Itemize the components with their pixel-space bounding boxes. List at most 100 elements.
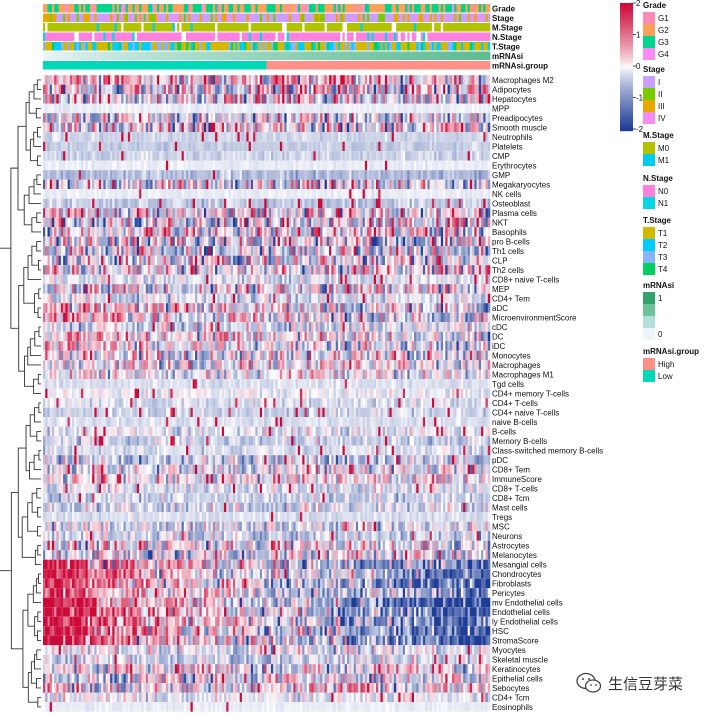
heatmap-cell [438, 227, 442, 237]
heatmap-cell [262, 113, 265, 123]
annotation-cell [83, 51, 86, 60]
heatmap-cell [101, 236, 104, 247]
annotation-cell [103, 42, 106, 51]
heatmap-cell [150, 151, 153, 161]
heatmap-cell [376, 113, 379, 123]
heatmap-cell [255, 170, 258, 180]
heatmap-cell [156, 75, 160, 85]
heatmap-cell [396, 170, 399, 180]
heatmap-cell [326, 94, 330, 104]
annotation-cell [134, 4, 138, 13]
heatmap-cell [438, 160, 442, 171]
annotation-cell [487, 51, 491, 60]
heatmap-cell [136, 122, 140, 133]
heatmap-cell [371, 170, 375, 180]
annotation-cell [422, 42, 426, 51]
heatmap-cell [342, 179, 346, 190]
annotation-cell [487, 32, 491, 41]
heatmap-cell [143, 198, 147, 209]
annotation-cell [315, 13, 319, 22]
annotation-cell [208, 4, 211, 13]
heatmap-cell [425, 132, 428, 142]
heatmap-cell [373, 160, 377, 171]
heatmap-cell [112, 198, 115, 209]
heatmap-cell [208, 198, 211, 209]
heatmap-cell [92, 179, 95, 190]
annotation-cell [358, 13, 361, 22]
annotation-cell [293, 61, 296, 70]
heatmap-cell [219, 227, 223, 237]
heatmap-cell [94, 122, 97, 133]
heatmap-cell [112, 113, 115, 123]
heatmap-cell [105, 151, 109, 161]
annotation-cell [371, 23, 375, 32]
heatmap-cell [304, 198, 308, 209]
heatmap-cell [112, 84, 115, 95]
heatmap-cell [118, 122, 122, 133]
annotation-cell [465, 61, 468, 70]
heatmap-cell [143, 151, 147, 161]
annotation-cell [279, 51, 283, 60]
heatmap-cell [266, 189, 270, 199]
annotation-cell [342, 32, 346, 41]
heatmap-cell [239, 84, 243, 95]
heatmap-cell [438, 189, 442, 199]
heatmap-cell [74, 122, 77, 133]
annotation-cell [360, 23, 363, 32]
annotation-cell [199, 51, 202, 60]
heatmap-cell [83, 132, 86, 142]
heatmap-cell [226, 122, 229, 133]
annotation-cell [476, 51, 480, 60]
heatmap-cell [72, 94, 75, 104]
heatmap-cell [165, 198, 169, 209]
annotation-cell [376, 42, 379, 51]
heatmap-cell [168, 151, 171, 161]
heatmap-cell [360, 122, 363, 133]
heatmap-cell [302, 132, 305, 142]
heatmap-cell [454, 132, 457, 142]
heatmap-cell [382, 160, 386, 171]
heatmap-cell [485, 170, 489, 180]
annotation-cell [400, 4, 404, 13]
heatmap-cell [297, 236, 301, 247]
heatmap-cell [467, 122, 471, 133]
heatmap-cell [65, 189, 68, 199]
heatmap-cell [210, 75, 214, 85]
heatmap-cell [338, 122, 341, 133]
heatmap-cell [250, 75, 254, 85]
heatmap-cell [268, 189, 272, 199]
heatmap-cell [224, 141, 227, 152]
heatmap-cell [376, 227, 379, 237]
heatmap-cell [277, 132, 281, 142]
annotation-cell [414, 61, 417, 70]
heatmap-cell [371, 132, 375, 142]
annotation-cell [277, 42, 281, 51]
heatmap-cell [199, 113, 202, 123]
heatmap-cell [460, 141, 464, 152]
annotation-cell [376, 13, 379, 22]
heatmap-cell [174, 75, 178, 85]
annotation-cell [389, 4, 392, 13]
annotation-cell [458, 32, 462, 41]
heatmap-cell [279, 227, 283, 237]
annotation-cell [244, 42, 247, 51]
heatmap-cell [353, 170, 357, 180]
annotation-cell [241, 42, 245, 51]
heatmap-cell [241, 103, 245, 114]
heatmap-cell [429, 198, 433, 209]
annotation-cell [364, 13, 368, 22]
heatmap-cell [434, 132, 437, 142]
heatmap-cell [206, 122, 209, 133]
heatmap-cell [246, 84, 249, 95]
annotation-cell [452, 23, 455, 32]
annotation-cell [161, 51, 164, 60]
annotation-cell [266, 32, 270, 41]
annotation-cell [338, 32, 341, 41]
heatmap-cell [449, 141, 453, 152]
heatmap-cell [436, 170, 439, 180]
annotation-cell [440, 4, 444, 13]
heatmap-cell [186, 179, 189, 190]
heatmap-cell [297, 141, 301, 152]
heatmap-cell [181, 227, 185, 237]
heatmap-cell [454, 122, 457, 133]
